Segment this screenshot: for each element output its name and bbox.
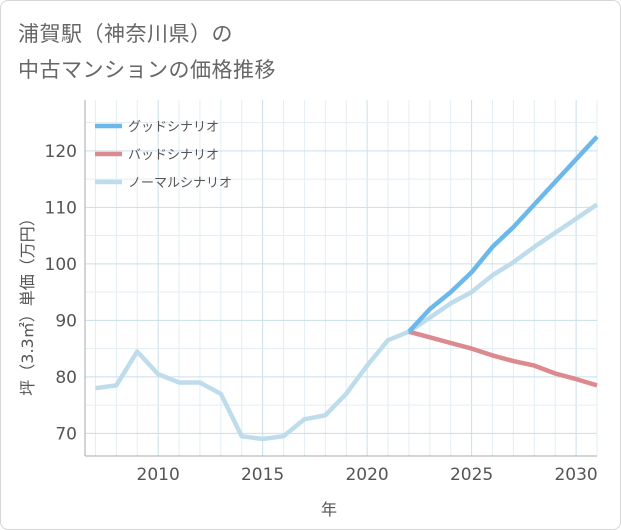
chart-title: 浦賀駅（神奈川県）の 中古マンションの価格推移 [18,16,276,88]
chart-title-line-2: 中古マンションの価格推移 [18,58,276,82]
x-tick-label: 2030 [554,465,597,485]
y-axis-label: 坪（3.3㎡）単価（万円） [18,210,37,395]
legend-label-1: バッドシナリオ [128,148,219,163]
y-tick-label: 120 [45,142,77,162]
y-tick-label: 110 [45,198,77,218]
x-tick-label: 2025 [450,465,493,485]
y-tick-label: 70 [55,424,77,444]
x-axis-label: 年 [321,500,337,519]
y-tick-label: 80 [55,368,77,388]
legend-label-2: ノーマルシナリオ [128,176,232,191]
x-tick-label: 2010 [137,465,180,485]
series-line-2 [95,202,599,442]
x-tick-label: 2020 [345,465,388,485]
chart-title-line-1: 浦賀駅（神奈川県）の [18,22,233,46]
y-tick-label: 100 [45,255,77,275]
y-tick-label: 90 [55,311,77,331]
legend-label-0: グッドシナリオ [128,120,219,135]
series-line-0 [407,135,599,334]
x-tick-label: 2015 [241,465,284,485]
series-line-1 [408,329,598,388]
